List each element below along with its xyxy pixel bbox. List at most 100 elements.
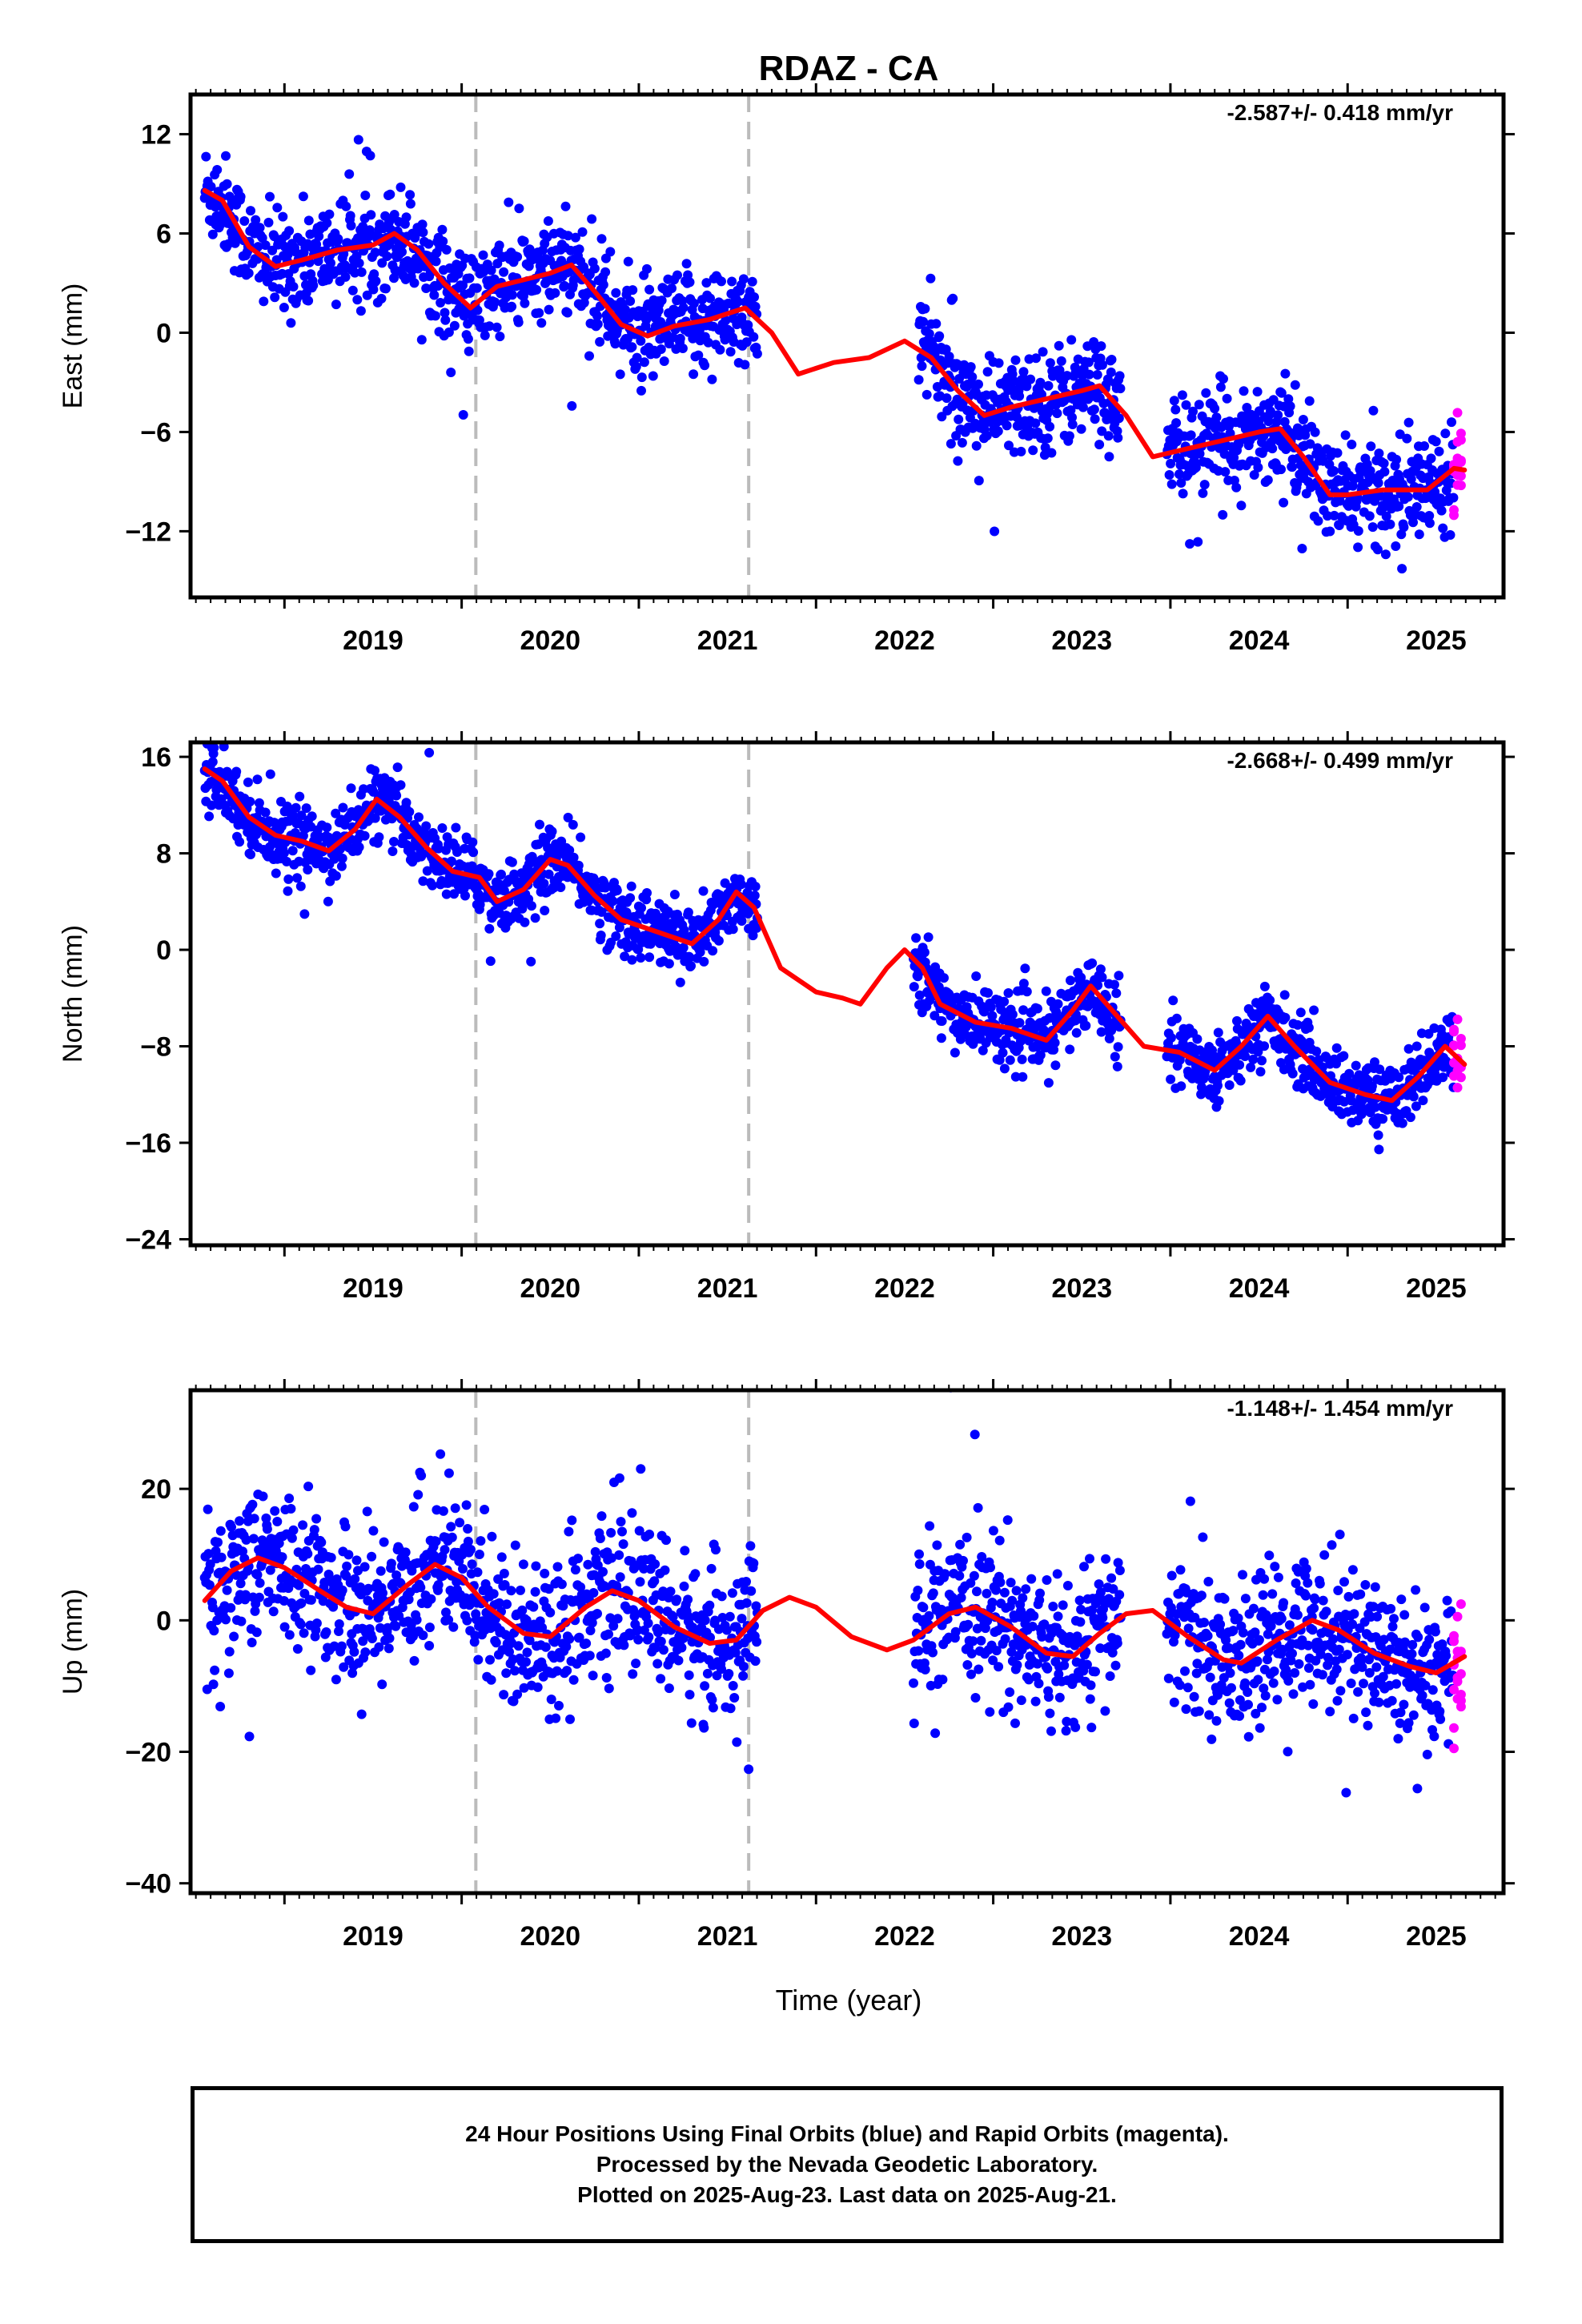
data-point	[1018, 1593, 1028, 1603]
data-point	[930, 1011, 940, 1021]
data-point	[215, 1526, 226, 1536]
rapid-point	[1449, 1040, 1459, 1051]
data-point	[1041, 986, 1051, 996]
data-point	[988, 1526, 998, 1536]
data-point	[1334, 521, 1344, 530]
data-point	[323, 1570, 334, 1579]
data-point	[656, 1636, 666, 1647]
data-point	[737, 1614, 747, 1624]
data-point	[1095, 964, 1106, 975]
data-point	[205, 1559, 215, 1570]
data-point	[516, 1585, 525, 1595]
data-point	[914, 990, 925, 1000]
data-point	[1252, 387, 1263, 397]
data-point	[319, 1578, 330, 1587]
data-point	[570, 232, 580, 243]
data-point	[246, 206, 255, 216]
data-point	[292, 873, 303, 883]
data-point	[587, 1618, 597, 1628]
data-point	[994, 1662, 1004, 1672]
data-point	[1391, 454, 1402, 464]
data-point	[408, 1502, 419, 1512]
data-point	[235, 1578, 246, 1589]
data-point	[1339, 1051, 1349, 1061]
data-point	[1106, 355, 1117, 364]
data-point	[431, 1536, 441, 1546]
data-point	[592, 1609, 602, 1618]
data-point	[730, 1647, 741, 1658]
data-point	[468, 847, 479, 858]
data-point	[932, 1540, 942, 1550]
data-point	[563, 231, 573, 241]
data-point	[1379, 458, 1389, 468]
data-point	[486, 1675, 496, 1685]
data-point	[366, 210, 376, 220]
data-point	[478, 250, 488, 260]
data-point	[207, 757, 218, 767]
data-point	[316, 1538, 327, 1547]
data-point	[669, 890, 680, 899]
data-point	[215, 1702, 226, 1711]
data-point	[474, 1550, 484, 1559]
data-point	[288, 282, 299, 292]
data-point	[990, 526, 1000, 537]
data-point	[561, 1642, 572, 1652]
data-point	[412, 1614, 422, 1625]
data-point	[251, 1627, 262, 1638]
data-point	[326, 1553, 336, 1562]
data-point	[336, 1641, 347, 1651]
data-point	[346, 783, 356, 794]
data-point	[528, 1602, 539, 1612]
data-point	[1042, 1575, 1052, 1585]
data-point	[736, 879, 746, 890]
data-point	[973, 1502, 983, 1513]
data-point	[344, 169, 355, 179]
data-point	[681, 259, 692, 269]
data-point	[409, 278, 420, 288]
data-point	[1018, 1072, 1028, 1082]
data-point	[991, 1585, 1001, 1595]
data-point	[440, 308, 450, 318]
data-point	[727, 276, 737, 287]
data-point	[298, 1520, 308, 1530]
x-tick-label: 2023	[1051, 625, 1112, 656]
data-point	[206, 182, 216, 191]
data-point	[1035, 377, 1046, 388]
data-point	[590, 1546, 600, 1557]
velocity-label: -2.587+/- 0.418 mm/yr	[1227, 100, 1453, 125]
data-point	[387, 846, 398, 856]
data-point	[592, 311, 602, 321]
data-point	[444, 1614, 454, 1625]
data-point	[987, 1011, 998, 1021]
data-point	[1213, 1027, 1223, 1038]
data-point	[341, 201, 351, 211]
data-point	[1166, 1032, 1176, 1043]
data-point	[1218, 509, 1228, 520]
rapid-point	[1456, 435, 1466, 445]
data-point	[668, 332, 678, 343]
data-point	[589, 263, 600, 274]
data-point	[1436, 505, 1447, 516]
data-point	[606, 1553, 616, 1563]
data-point	[1303, 1023, 1314, 1033]
data-point	[416, 335, 427, 345]
data-point	[1043, 380, 1054, 391]
data-point	[1198, 488, 1208, 498]
data-point	[385, 189, 396, 199]
data-point	[239, 216, 250, 226]
rapid-point	[1449, 505, 1459, 515]
data-point	[311, 1618, 322, 1628]
data-point	[560, 201, 571, 211]
data-point	[303, 1482, 314, 1492]
data-point	[367, 1551, 377, 1562]
data-point	[950, 1047, 960, 1058]
data-point	[1037, 389, 1046, 400]
data-point	[354, 258, 364, 268]
data-point	[749, 292, 759, 302]
data-point	[629, 1611, 640, 1622]
data-point	[1441, 485, 1452, 496]
data-point	[752, 923, 762, 933]
data-point	[1424, 518, 1435, 529]
data-point	[994, 358, 1004, 368]
data-point	[953, 456, 963, 466]
